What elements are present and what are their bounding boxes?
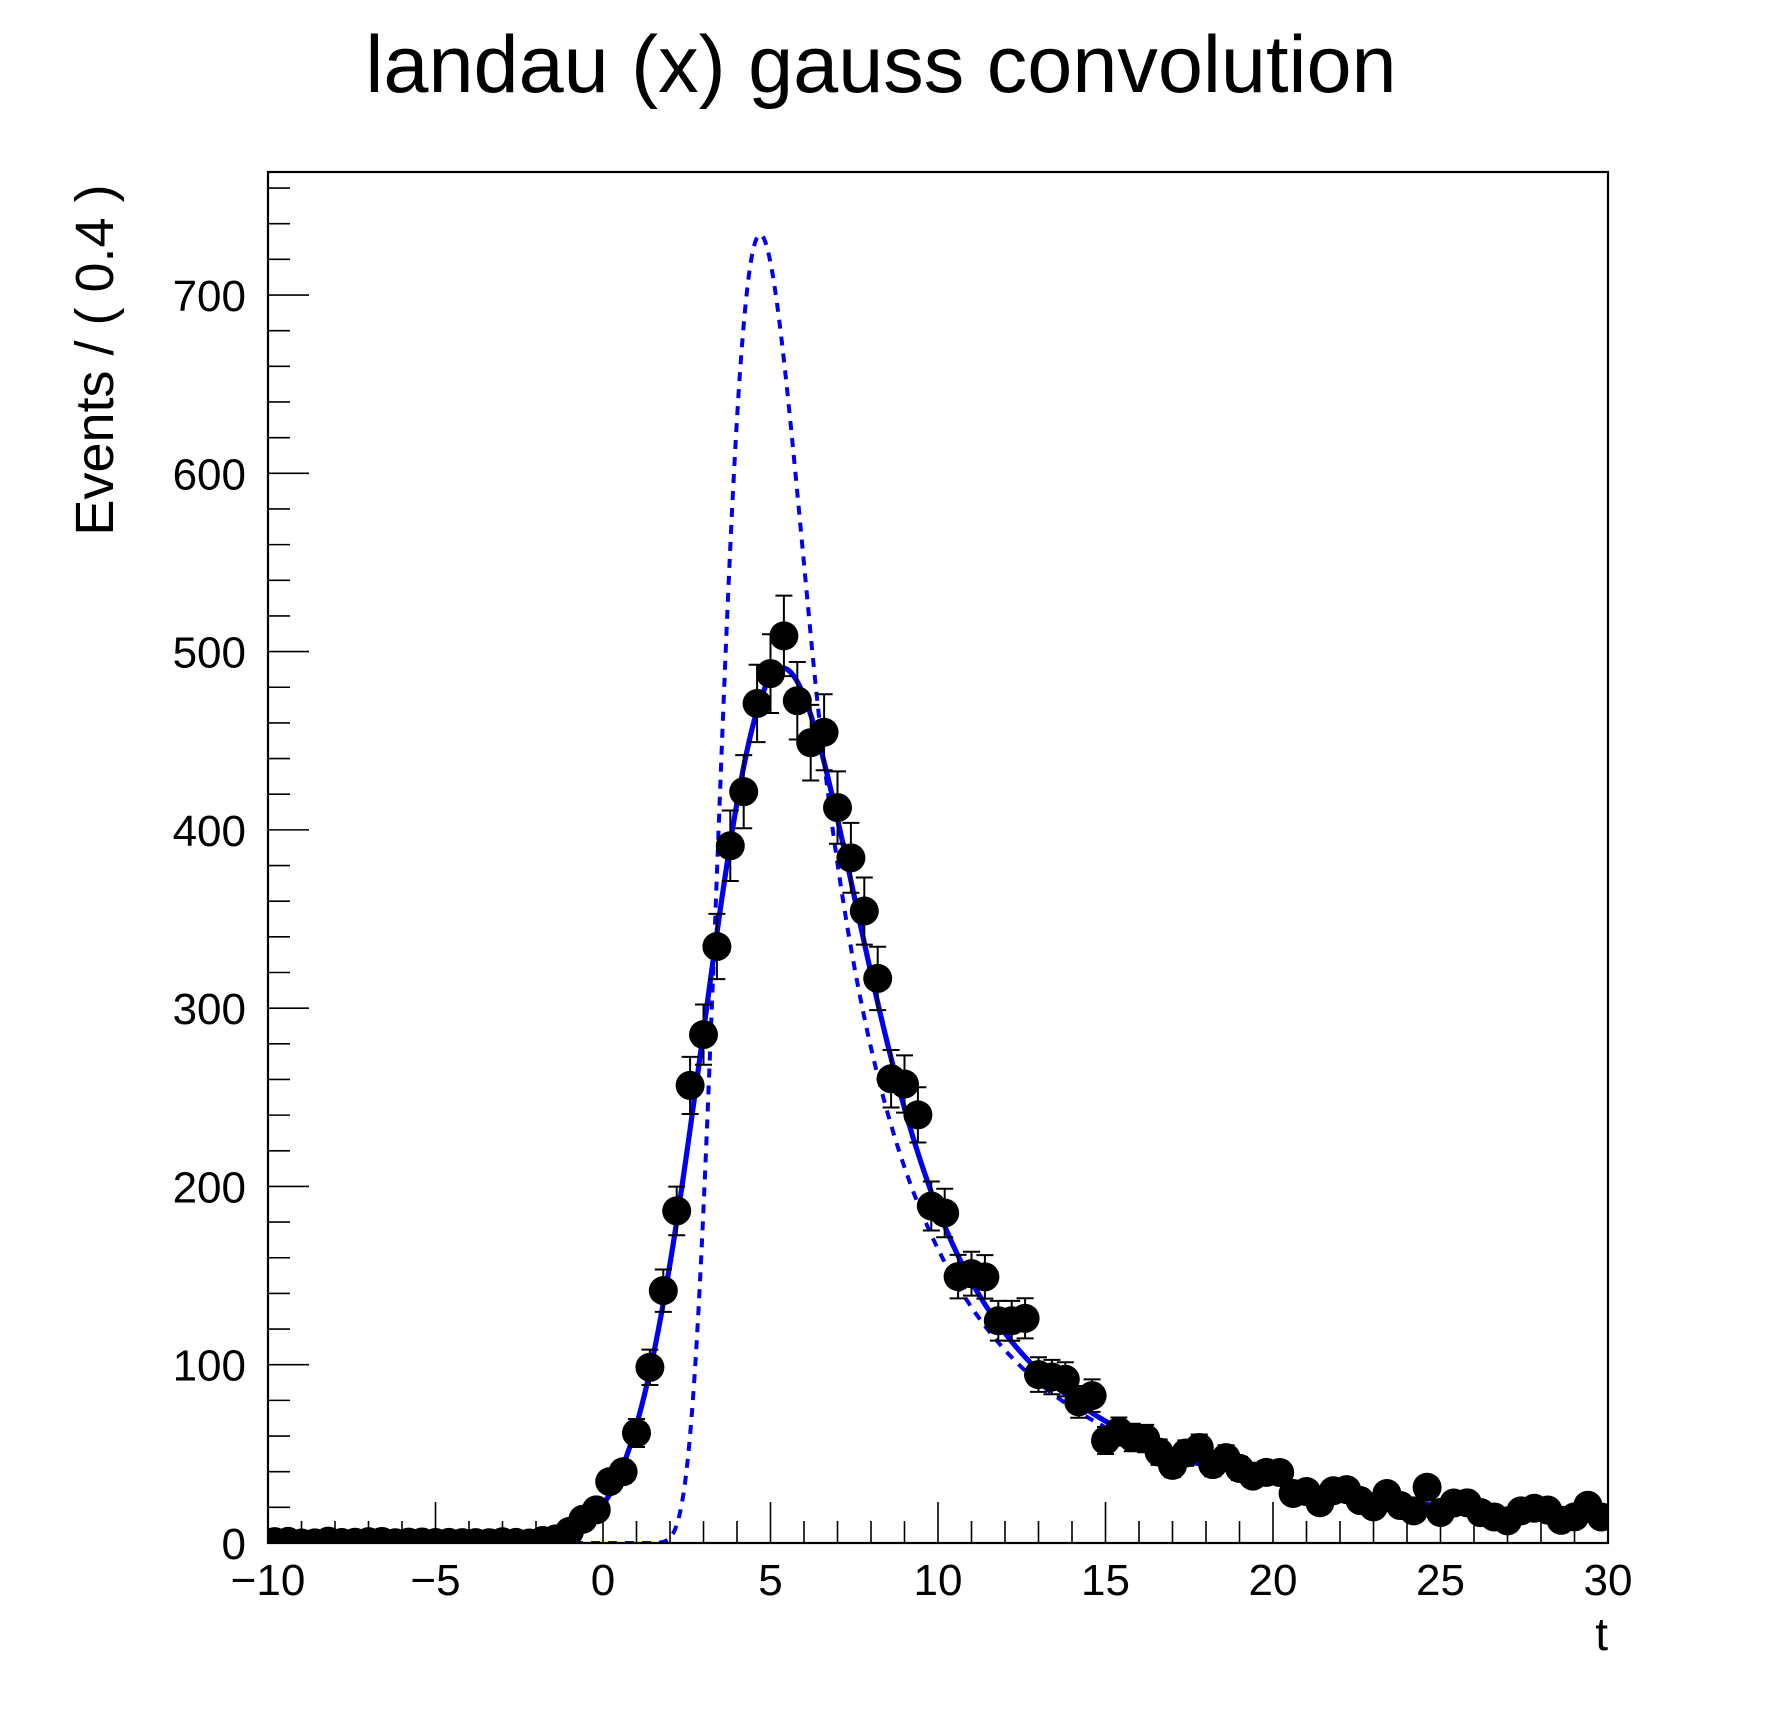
- svg-text:700: 700: [173, 272, 246, 321]
- svg-text:25: 25: [1416, 1556, 1465, 1605]
- svg-text:0: 0: [222, 1520, 246, 1569]
- svg-text:300: 300: [173, 985, 246, 1034]
- svg-text:landau (x) gauss convolution: landau (x) gauss convolution: [365, 20, 1396, 110]
- svg-text:200: 200: [173, 1163, 246, 1212]
- svg-text:−5: −5: [410, 1556, 460, 1605]
- svg-text:100: 100: [173, 1342, 246, 1391]
- svg-text:30: 30: [1584, 1556, 1633, 1605]
- svg-text:0: 0: [591, 1556, 615, 1605]
- svg-text:5: 5: [758, 1556, 782, 1605]
- svg-text:400: 400: [173, 807, 246, 856]
- svg-text:600: 600: [173, 450, 246, 499]
- svg-text:t: t: [1595, 1608, 1608, 1660]
- svg-text:20: 20: [1249, 1556, 1298, 1605]
- svg-text:Events / ( 0.4 ): Events / ( 0.4 ): [65, 184, 125, 535]
- svg-text:15: 15: [1081, 1556, 1130, 1605]
- svg-text:500: 500: [173, 629, 246, 678]
- svg-text:10: 10: [914, 1556, 963, 1605]
